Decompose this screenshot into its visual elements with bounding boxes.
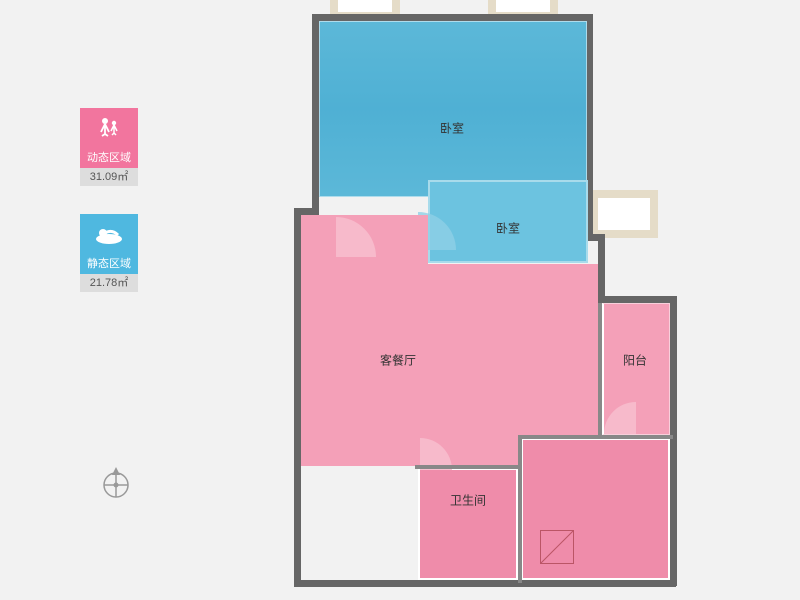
- wall: [312, 14, 592, 21]
- legend-dynamic-value: 31.09㎡: [80, 168, 138, 186]
- wall: [415, 465, 521, 469]
- wall: [598, 296, 676, 303]
- people-icon: [80, 108, 138, 148]
- door-icon: [334, 215, 378, 259]
- legend-static-value: 21.78㎡: [80, 274, 138, 292]
- door-icon: [602, 400, 638, 436]
- legend-dynamic-label: 动态区域: [80, 148, 138, 168]
- label-bedroom-2: 卧室: [496, 220, 520, 237]
- wall: [598, 303, 602, 438]
- wall: [670, 296, 677, 586]
- wall: [294, 208, 301, 586]
- label-bedroom-1: 卧室: [440, 120, 464, 137]
- room-bedroom-1: [319, 21, 587, 197]
- label-balcony: 阳台: [623, 352, 647, 369]
- room-bathroom: [418, 468, 518, 580]
- wall: [518, 435, 522, 583]
- compass-icon: [98, 465, 134, 501]
- legend-item-static: 静态区域 21.78㎡: [80, 214, 138, 292]
- legend-static-label: 静态区域: [80, 254, 138, 274]
- label-bathroom: 卫生间: [450, 492, 486, 509]
- wall: [312, 14, 319, 214]
- sleep-icon: [80, 214, 138, 254]
- wall: [598, 234, 605, 300]
- legend-item-dynamic: 动态区域 31.09㎡: [80, 108, 138, 186]
- floorplan: 卧室 卧室 客餐厅 阳台 卫生间: [278, 0, 698, 600]
- floor-mark-diag: [540, 530, 574, 564]
- wall: [294, 580, 676, 587]
- exterior-block: [590, 190, 658, 238]
- wall: [521, 435, 673, 439]
- legend: 动态区域 31.09㎡ 静态区域 21.78㎡: [80, 108, 138, 320]
- label-living: 客餐厅: [380, 352, 416, 369]
